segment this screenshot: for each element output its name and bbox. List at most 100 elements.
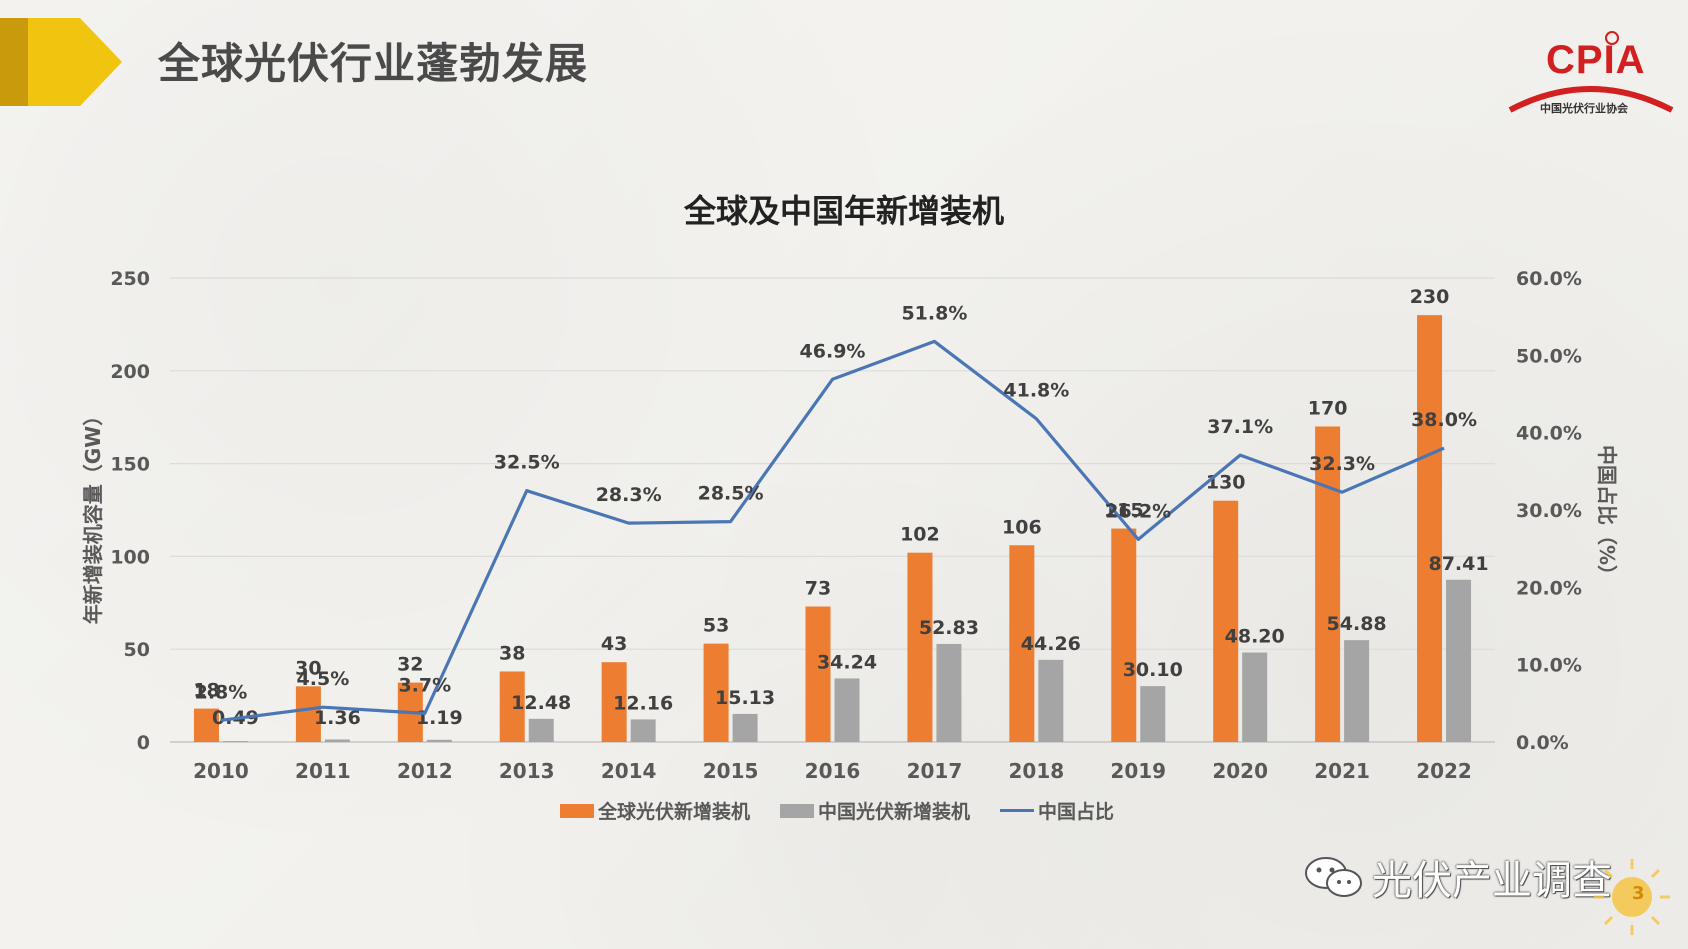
data-label-global: 18: [193, 680, 219, 702]
data-label-global: 43: [601, 633, 627, 655]
bar-global: [193, 708, 219, 742]
data-label-global: 73: [805, 578, 831, 600]
data-label-global: 170: [1308, 397, 1348, 419]
y-tick-label: 200: [110, 361, 150, 383]
legend-label-china: 中国光伏新增装机: [818, 801, 971, 823]
x-tick-label: 2010: [193, 759, 249, 783]
sun-icon: [1594, 859, 1670, 935]
data-label-china: 52.83: [919, 617, 979, 639]
legend-swatch-share: [1000, 809, 1035, 812]
legend-label-share: 中国占比: [1038, 801, 1115, 823]
data-label-share: 28.5%: [698, 483, 764, 505]
bar-china: [936, 643, 962, 742]
y-tick-label: 150: [110, 454, 150, 476]
x-tick-label: 2018: [1009, 759, 1065, 783]
bar-china: [630, 719, 656, 742]
bar-china: [1038, 659, 1064, 742]
y2-axis-title: 中国占比（%）: [1595, 445, 1619, 585]
bar-global: [1009, 545, 1035, 742]
data-label-global: 106: [1002, 516, 1042, 538]
y2-tick-label: 50.0%: [1516, 345, 1582, 367]
page-number: 3: [1632, 883, 1645, 904]
bar-china: [528, 718, 554, 742]
logo-text: CPIA: [1546, 38, 1646, 82]
x-tick-label: 2021: [1314, 759, 1370, 783]
bar-global: [601, 662, 627, 742]
x-tick-label: 2011: [295, 759, 351, 783]
data-label-share: 4.5%: [297, 668, 350, 690]
y-tick-label: 0: [137, 732, 150, 754]
data-label-share: 32.5%: [494, 452, 560, 474]
bar-global: [703, 643, 729, 742]
y-tick-label: 50: [124, 639, 150, 661]
y2-tick-label: 10.0%: [1516, 655, 1582, 677]
y-axis-title: 年新增装机容量（GW）: [81, 406, 105, 624]
legend-item-share: 中国占比: [1000, 797, 1114, 824]
bar-china: [222, 741, 248, 742]
bar-china: [324, 739, 350, 742]
bar-china: [1344, 640, 1370, 742]
legend-item-china: 中国光伏新增装机: [780, 797, 970, 824]
data-label-share: 37.1%: [1207, 416, 1273, 438]
series-line-share: [220, 339, 1445, 722]
bar-china: [834, 678, 860, 742]
bar-global: [1111, 528, 1137, 742]
data-label-global: 102: [900, 524, 940, 546]
x-tick-label: 2020: [1212, 759, 1268, 783]
bar-china: [1140, 686, 1166, 742]
data-label-china: 44.26: [1021, 633, 1081, 655]
bar-global: [1417, 315, 1443, 742]
bar-global: [907, 552, 933, 742]
data-label-china: 12.48: [511, 692, 571, 714]
data-label-share: 46.9%: [800, 340, 866, 362]
data-label-china: 54.88: [1327, 613, 1387, 635]
chart-title: 全球及中国年新增装机: [683, 192, 1004, 230]
legend-item-global: 全球光伏新增装机: [560, 797, 750, 824]
cpia-logo: CPIA 中国光伏行业协会: [1500, 28, 1680, 128]
x-tick-label: 2017: [907, 759, 963, 783]
bar-global: [295, 686, 321, 742]
logo-subtitle: 中国光伏行业协会: [1540, 102, 1628, 115]
x-tick-label: 2013: [499, 759, 555, 783]
data-label-global: 38: [499, 642, 525, 664]
data-label-global: 32: [397, 654, 423, 676]
legend-swatch-global: [560, 803, 594, 818]
data-label-china: 1.36: [314, 707, 361, 729]
data-label-share: 28.3%: [596, 484, 662, 506]
y2-tick-label: 0.0%: [1516, 732, 1569, 754]
data-label-global: 53: [703, 615, 729, 637]
x-tick-label: 2015: [703, 759, 759, 783]
watermark-text: 光伏产业调查: [1372, 858, 1612, 904]
wechat-icon: [1305, 857, 1362, 897]
data-label-share: 2.8%: [195, 681, 248, 703]
data-label-china: 48.20: [1225, 626, 1285, 648]
bar-china: [1446, 579, 1472, 742]
legend-label-global: 全球光伏新增装机: [598, 801, 751, 823]
header-arrow-icon: [0, 18, 122, 106]
data-label-share: 51.8%: [901, 302, 967, 324]
bar-global: [1315, 426, 1341, 742]
data-label-share: 26.2%: [1105, 500, 1171, 522]
y2-tick-label: 40.0%: [1516, 423, 1582, 445]
x-tick-label: 2012: [397, 759, 453, 783]
data-label-china: 34.24: [817, 651, 877, 673]
data-label-china: 12.16: [613, 692, 673, 714]
data-label-global: 130: [1206, 472, 1246, 494]
bar-china: [426, 739, 452, 742]
data-label-china: 30.10: [1123, 659, 1183, 681]
data-label-china: 15.13: [715, 687, 775, 709]
bar-china: [732, 713, 758, 742]
data-label-share: 3.7%: [398, 674, 451, 696]
bar-china: [1242, 652, 1268, 742]
data-label-global: 115: [1104, 500, 1144, 522]
data-label-global: 230: [1410, 286, 1450, 308]
data-label-global: 30: [295, 657, 321, 679]
x-tick-label: 2016: [805, 759, 861, 783]
data-label-china: 1.19: [416, 707, 463, 729]
bar-global: [1213, 500, 1239, 742]
legend-swatch-china: [780, 803, 815, 818]
bar-global: [805, 606, 831, 742]
y-tick-label: 250: [110, 268, 150, 290]
